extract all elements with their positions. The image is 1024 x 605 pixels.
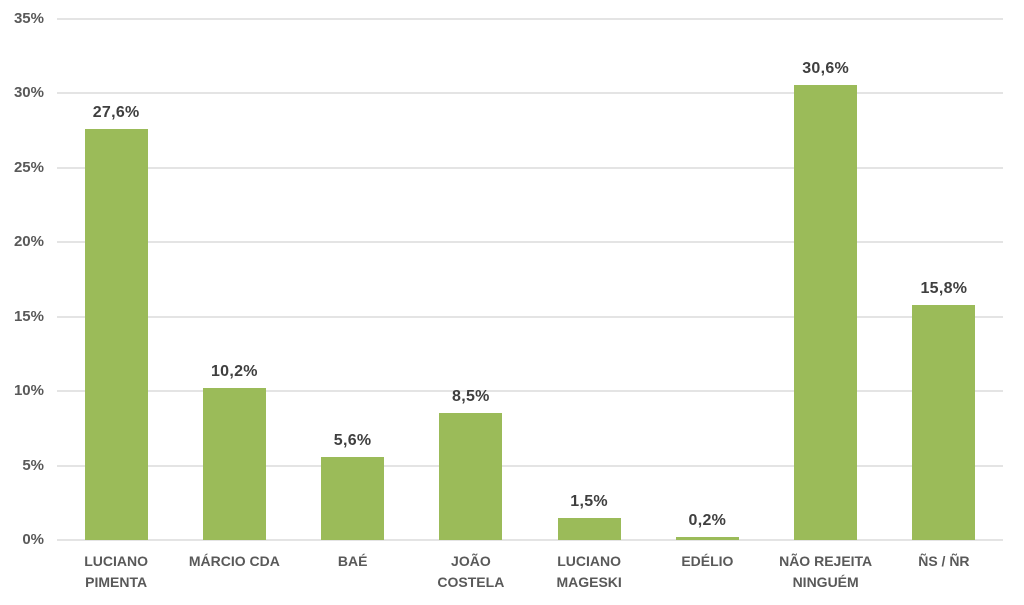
bar-value-label: 10,2%	[210, 363, 258, 381]
bar-slot: 0,2%	[648, 19, 766, 540]
bar	[794, 84, 858, 540]
bar-value-label: 0,2%	[688, 512, 727, 530]
bar-value-label: 1,5%	[570, 492, 608, 510]
x-axis-category-label: NÃO REJEITA NINGUÉM	[779, 553, 873, 590]
y-axis-tick-label: 35%	[13, 10, 44, 27]
bar-slot: 27,6%	[57, 19, 175, 540]
y-axis-tick-label: 0%	[22, 531, 44, 548]
bar-value-label: 30,6%	[802, 59, 850, 77]
y-axis-tick-label: 25%	[13, 158, 44, 176]
bar	[912, 304, 976, 540]
bar-value-label: 5,6%	[333, 431, 372, 449]
x-axis-category-label: MÁRCIO CDA	[188, 553, 280, 569]
gridline	[57, 390, 1003, 393]
bar	[439, 413, 503, 540]
x-axis-category-label: JOÃO COSTELA	[437, 553, 505, 590]
bar-slot: 10,2%	[175, 19, 293, 540]
bar	[321, 456, 385, 540]
bar-slot: 5,6%	[294, 19, 412, 540]
bar-slot: 15,8%	[885, 19, 1003, 540]
y-axis-tick-label: 30%	[13, 84, 44, 102]
bar	[84, 129, 148, 540]
plot-area: 27,6% 10,2% 5,6% 8,5% 1,5% 0,2% 30,6% 15,8%	[57, 19, 1003, 540]
y-axis-tick-label: 20%	[13, 233, 44, 251]
bar-value-label: 27,6%	[92, 104, 140, 122]
bar	[557, 517, 621, 540]
bar	[675, 537, 739, 540]
gridline	[57, 241, 1003, 244]
gridline	[57, 18, 1003, 20]
x-axis-category-label: EDÉLIO	[681, 553, 734, 569]
y-axis-tick-label: 5%	[22, 456, 44, 474]
bar-value-label: 8,5%	[452, 388, 490, 406]
gridline	[57, 464, 1003, 467]
x-axis-category-label: ÑS / ÑR	[918, 553, 970, 569]
x-axis: LUCIANO PIMENTA MÁRCIO CDA BAÉ JOÃO COSTELA…	[57, 551, 1003, 593]
x-axis-category-label: BAÉ	[337, 553, 368, 569]
x-axis-category-label: LUCIANO PIMENTA	[84, 553, 149, 590]
x-axis-category-label: LUCIANO MAGESKI	[556, 553, 622, 590]
gridline	[57, 92, 1003, 95]
bar-value-label: 15,8%	[920, 279, 968, 297]
y-axis-tick-label: 10%	[13, 382, 44, 400]
bar	[202, 388, 266, 540]
gridline	[57, 315, 1003, 318]
bar-slot: 1,5%	[530, 19, 648, 540]
gridline	[57, 539, 1003, 541]
bar-slot: 8,5%	[412, 19, 530, 540]
bar-slot: 30,6%	[767, 19, 885, 540]
y-axis-tick-label: 15%	[13, 307, 44, 325]
gridline	[57, 166, 1003, 169]
